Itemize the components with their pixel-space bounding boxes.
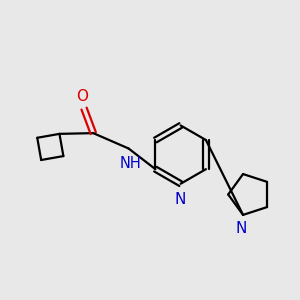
- Text: O: O: [76, 89, 88, 104]
- Text: N: N: [175, 192, 186, 207]
- Text: NH: NH: [119, 156, 141, 171]
- Text: N: N: [236, 221, 247, 236]
